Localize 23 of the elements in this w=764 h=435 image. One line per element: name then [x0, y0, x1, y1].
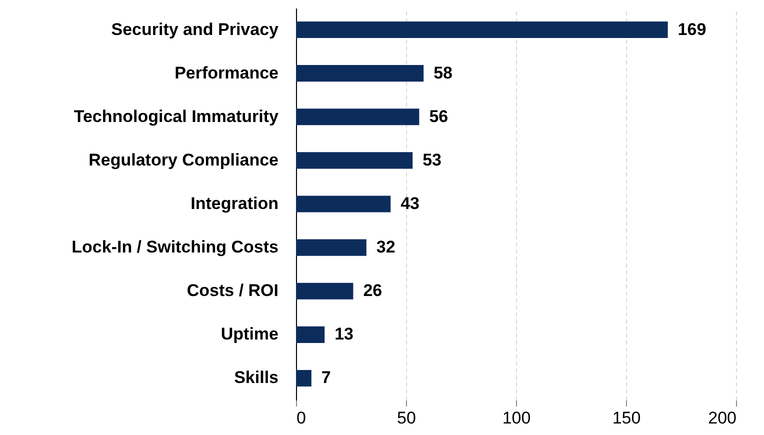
y-tick-label: Regulatory Compliance [88, 150, 278, 170]
data-label: 53 [422, 150, 442, 170]
y-tick-label: Lock-In / Switching Costs [72, 238, 278, 257]
data-label: 26 [363, 281, 382, 300]
y-tick-label: Performance [174, 63, 278, 82]
data-label: 56 [429, 106, 448, 126]
data-label: 169 [678, 20, 706, 39]
y-tick-label: Integration [190, 194, 278, 213]
y-tick-label: Costs / ROI [186, 281, 278, 300]
x-tick-label: 100 [502, 408, 531, 428]
data-label: 32 [376, 238, 396, 257]
data-label: 58 [434, 63, 453, 82]
x-tick-label: 0 [296, 408, 306, 428]
data-label: 7 [321, 368, 331, 388]
data-label: 43 [400, 194, 420, 213]
y-tick-label: Skills [234, 368, 278, 388]
y-tick-label: Technological Immaturity [74, 106, 280, 126]
x-tick-label: 50 [397, 408, 416, 428]
data-label: 13 [334, 324, 354, 344]
x-tick-label: 200 [708, 408, 736, 428]
y-tick-label: Uptime [220, 324, 278, 344]
x-tick-label: 150 [612, 408, 641, 428]
y-tick-label: Security and Privacy [111, 20, 280, 39]
